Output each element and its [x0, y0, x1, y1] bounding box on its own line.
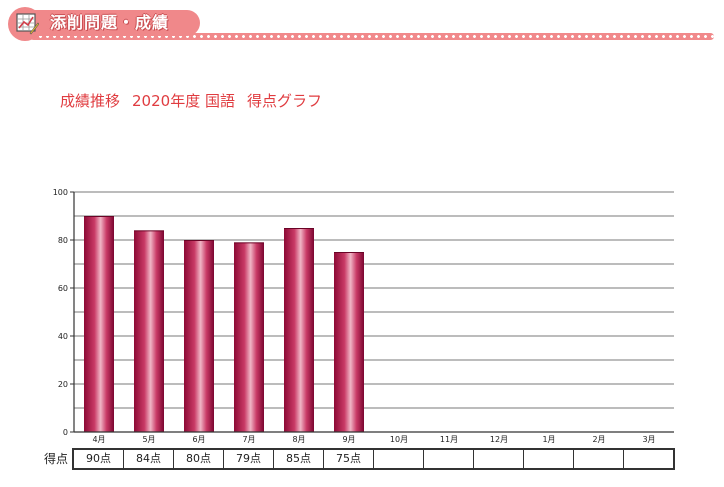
score-cell: 75点 — [323, 448, 374, 470]
x-tick-label: 1月 — [542, 435, 555, 444]
score-cell: 84点 — [123, 448, 174, 470]
x-tick-label: 3月 — [642, 435, 655, 444]
score-cell — [523, 448, 574, 470]
score-table: 90点 84点 80点 79点 85点 75点 — [72, 448, 675, 470]
x-tick-label: 2月 — [592, 435, 605, 444]
y-tick-label: 20 — [58, 380, 68, 389]
header-pill — [22, 10, 200, 36]
x-tick-label: 8月 — [292, 435, 305, 444]
chart-icon — [16, 13, 39, 35]
score-row-label: 得点 — [44, 452, 69, 466]
header-dotted-bar — [30, 33, 714, 40]
bar — [84, 216, 114, 432]
score-cell: 80点 — [173, 448, 224, 470]
chart-title: 成績推移 2020年度 国語 得点グラフ — [60, 90, 322, 111]
score-cell — [423, 448, 474, 470]
y-tick-label: 60 — [58, 284, 68, 293]
y-tick-label: 100 — [53, 188, 68, 197]
bar-layer — [84, 216, 364, 432]
chart-title-part: 得点グラフ — [246, 92, 322, 110]
bar — [284, 228, 314, 432]
y-tick-label: 40 — [58, 332, 68, 341]
table-row: 90点 84点 80点 79点 85点 75点 — [72, 448, 675, 470]
x-tick-label: 12月 — [490, 435, 508, 444]
x-tick-label: 5月 — [142, 435, 155, 444]
x-tick-label: 7月 — [242, 435, 255, 444]
x-tick-label: 10月 — [390, 435, 408, 444]
bar — [334, 252, 364, 432]
x-tick-label: 6月 — [192, 435, 205, 444]
score-cell — [473, 448, 524, 470]
score-cell — [623, 448, 675, 470]
bar — [234, 242, 264, 432]
section-header: 添削問題・成績 — [8, 4, 714, 44]
y-tick-label: 0 — [63, 428, 68, 437]
axis-layer: 0 20 40 60 80 100 4月 5月 6月 7月 8月 9月 10月 11月 12月 1月 2月 3月 — [53, 188, 674, 444]
score-cell — [373, 448, 424, 470]
x-tick-label: 11月 — [440, 435, 458, 444]
score-cell — [573, 448, 624, 470]
chart-title-part: 2020年度 国語 — [132, 92, 235, 110]
header-title: 添削問題・成績 — [50, 13, 170, 32]
x-tick-label: 9月 — [342, 435, 355, 444]
score-cell: 90点 — [72, 448, 124, 470]
grid-layer — [74, 191, 674, 409]
chart-title-part: 成績推移 — [60, 92, 121, 110]
score-cell: 85点 — [273, 448, 324, 470]
bar — [134, 230, 164, 432]
score-cell: 79点 — [223, 448, 274, 470]
y-tick-label: 80 — [58, 236, 68, 245]
bar — [184, 240, 214, 432]
x-tick-label: 4月 — [92, 435, 105, 444]
